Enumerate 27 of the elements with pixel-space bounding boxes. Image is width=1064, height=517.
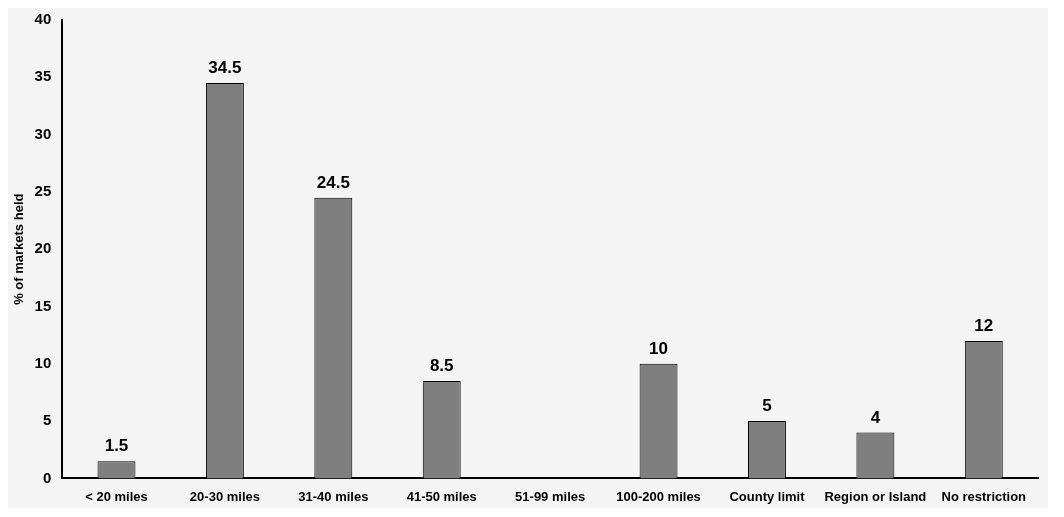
- data-label: 1.5: [104, 436, 129, 456]
- data-label: 8.5: [429, 356, 454, 376]
- y-tick-label: 35: [34, 67, 52, 85]
- data-label: 4: [870, 407, 881, 427]
- x-tick-label: Region or Island: [824, 488, 927, 504]
- y-tick-label: 10: [34, 353, 52, 371]
- x-tick-label: 51-99 miles: [515, 488, 586, 504]
- y-tick-label: 5: [42, 411, 52, 429]
- x-tick-label: County limit: [729, 488, 806, 504]
- y-tick-label: 30: [34, 124, 52, 142]
- data-label: 10: [649, 338, 669, 358]
- x-tick-label: 31-40 miles: [298, 488, 369, 504]
- y-tick-label: 15: [34, 296, 52, 314]
- data-label: 34.5: [208, 58, 242, 78]
- y-tick-label: 25: [34, 182, 52, 200]
- x-tick-label: No restriction: [941, 488, 1027, 504]
- y-axis-title: % of markets held: [11, 193, 27, 305]
- y-tick-label: 0: [42, 468, 52, 486]
- x-tick-label: 100-200 miles: [616, 488, 701, 504]
- data-label: 12: [974, 316, 994, 336]
- data-label: 24.5: [316, 172, 350, 192]
- y-tick-label: 20: [34, 239, 52, 257]
- x-tick-label: < 20 miles: [85, 488, 148, 504]
- data-label: 5: [762, 396, 772, 416]
- x-tick-label: 41-50 miles: [406, 488, 477, 504]
- y-tick-label: 40: [34, 10, 52, 28]
- x-tick-label: 20-30 miles: [189, 488, 260, 504]
